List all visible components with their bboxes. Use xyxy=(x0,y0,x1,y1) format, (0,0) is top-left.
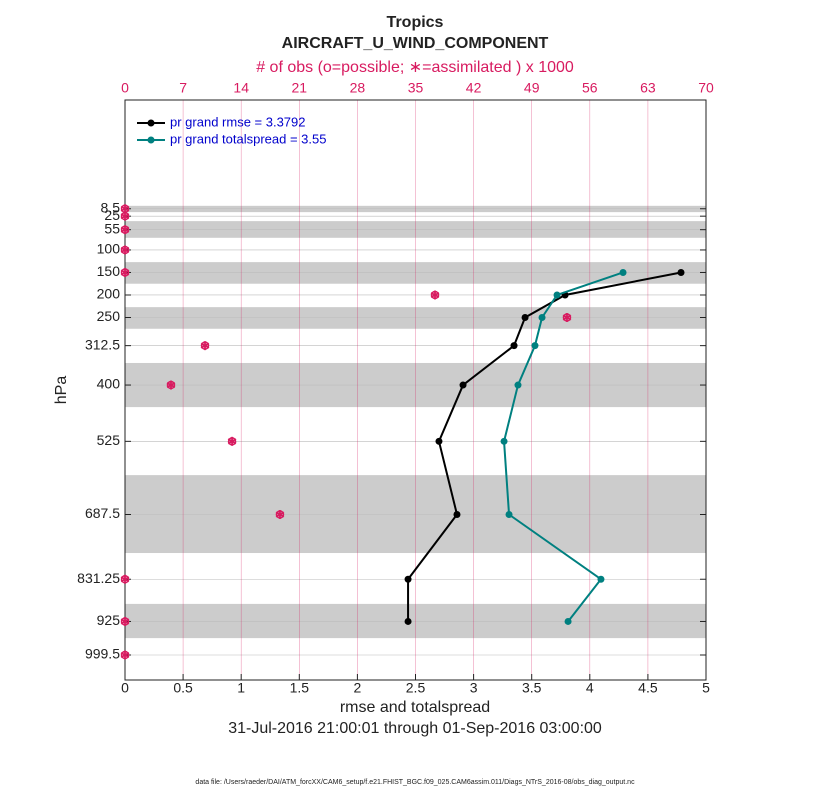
chart-subtitle: AIRCRAFT_U_WIND_COMPONENT xyxy=(282,35,549,52)
x2-tick-label: 28 xyxy=(350,80,366,96)
star-stroke xyxy=(227,438,237,445)
obs-assimilated xyxy=(227,436,237,446)
star-stroke xyxy=(120,246,130,253)
x2-tick-label: 7 xyxy=(179,80,187,96)
chart-title: Tropics xyxy=(387,14,444,31)
obs-assimilated xyxy=(200,341,210,351)
series-point xyxy=(677,268,685,276)
star-stroke xyxy=(430,291,440,299)
obs-assimilated xyxy=(120,650,130,660)
x2-tick-label: 0 xyxy=(121,80,129,96)
x-tick-label: 4.5 xyxy=(638,680,658,696)
star-stroke xyxy=(120,269,130,276)
x-tick-label: 3.5 xyxy=(522,680,542,696)
x2-tick-label: 70 xyxy=(698,80,714,96)
star-stroke xyxy=(120,651,130,659)
series-point xyxy=(453,511,461,519)
star-stroke xyxy=(562,314,572,321)
star-stroke xyxy=(120,576,130,583)
layer-band xyxy=(125,262,706,284)
y-tick-label: 400 xyxy=(97,376,121,392)
x2-tick-label: 35 xyxy=(408,80,424,96)
obs-assimilated xyxy=(120,245,130,255)
legend-marker xyxy=(147,136,155,144)
obs-assimilated xyxy=(120,574,130,584)
x-tick-label: 4 xyxy=(586,680,594,696)
series-point xyxy=(531,342,539,350)
x-tick-label: 1 xyxy=(237,680,245,696)
x2-tick-label: 14 xyxy=(233,80,249,96)
obs-assimilated xyxy=(120,225,130,235)
layer-band xyxy=(125,307,706,329)
series-point xyxy=(500,437,508,445)
obs-assimilated xyxy=(120,211,130,221)
obs-assimilated xyxy=(120,616,130,626)
star-stroke xyxy=(200,342,210,349)
star-stroke xyxy=(120,205,130,212)
obs-assimilated xyxy=(562,313,572,322)
series-point xyxy=(404,575,412,583)
date-range: 31-Jul-2016 21:00:01 through 01-Sep-2016… xyxy=(228,720,602,737)
layer-band xyxy=(125,475,706,554)
legend-marker xyxy=(147,119,155,127)
layer-band xyxy=(125,603,706,639)
y-tick-label: 8.5 xyxy=(101,199,121,215)
x-tick-label: 0 xyxy=(121,680,129,696)
series-point xyxy=(459,381,467,389)
plot-frame xyxy=(124,99,707,681)
star-stroke xyxy=(166,382,176,389)
y-tick-label: 312.5 xyxy=(85,336,120,352)
x2-tick-label: 56 xyxy=(582,80,598,96)
y-tick-label: 55 xyxy=(104,220,120,236)
series-point xyxy=(521,314,529,321)
y-tick-label: 100 xyxy=(97,241,121,257)
obs-assimilated xyxy=(275,510,285,520)
y-tick-label: 250 xyxy=(97,308,121,324)
series-point xyxy=(510,342,518,350)
obs-assimilated xyxy=(166,380,176,390)
series-point xyxy=(514,381,522,389)
star-stroke xyxy=(120,226,130,233)
y-tick-label: 925 xyxy=(97,612,121,628)
x-tick-label: 5 xyxy=(702,680,710,696)
series-point xyxy=(553,291,561,299)
series-point xyxy=(597,575,605,583)
x2-tick-label: 42 xyxy=(466,80,482,96)
x2-tick-label: 49 xyxy=(524,80,540,96)
legend-label: pr grand rmse = 3.3792 xyxy=(170,114,306,129)
x-axis-label: rmse and totalspread xyxy=(340,699,490,716)
x2-axis-label: # of obs (o=possible; ∗=assimilated ) x … xyxy=(256,59,574,76)
y-tick-label: 525 xyxy=(97,432,121,448)
series-point xyxy=(564,617,572,625)
y-tick-label: 150 xyxy=(97,263,121,279)
series-point xyxy=(435,437,443,445)
obs-assimilated xyxy=(430,290,440,300)
legend-label: pr grand totalspread = 3.55 xyxy=(170,131,326,146)
star-stroke xyxy=(120,213,130,220)
y-tick-label: 200 xyxy=(97,286,121,302)
x-tick-label: 3 xyxy=(470,680,478,696)
x-tick-label: 1.5 xyxy=(290,680,310,696)
x2-tick-label: 21 xyxy=(292,80,308,96)
x2-tick-label: 63 xyxy=(640,80,656,96)
series-point xyxy=(505,511,513,519)
star-stroke xyxy=(275,511,285,518)
y-tick-label: 831.25 xyxy=(77,570,120,586)
obs-assimilated xyxy=(120,267,130,277)
y-tick-label: 999.5 xyxy=(85,646,120,662)
x-tick-label: 0.5 xyxy=(173,680,193,696)
x-tick-label: 2 xyxy=(354,680,362,696)
series-point xyxy=(538,314,546,321)
series-point xyxy=(404,617,412,625)
star-stroke xyxy=(120,618,130,625)
y-tick-label: 25 xyxy=(104,207,120,223)
series-point xyxy=(619,268,627,276)
x-tick-label: 2.5 xyxy=(406,680,426,696)
y-tick-label: 687.5 xyxy=(85,505,120,521)
footer: data file: /Users/raeder/DAI/ATM_forcXX/… xyxy=(195,779,635,786)
y-axis-label: hPa xyxy=(53,376,70,405)
